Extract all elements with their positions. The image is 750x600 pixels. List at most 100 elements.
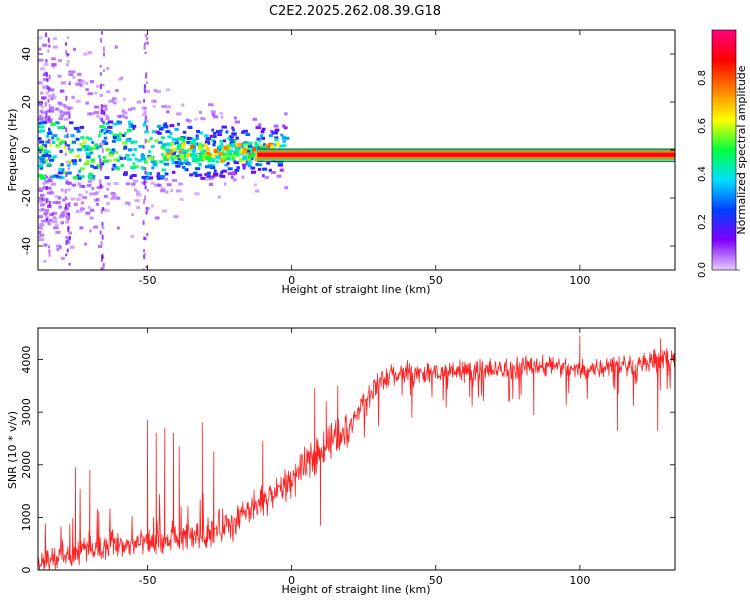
- spectrogram-cell: [40, 105, 45, 109]
- spectrogram-cell: [156, 172, 161, 176]
- spectrogram-cell: [182, 165, 186, 169]
- spectrogram-cell: [247, 154, 252, 159]
- spectrogram-streak: [45, 176, 48, 179]
- spectrogram-cell: [43, 212, 49, 216]
- spectrogram-cell: [180, 144, 185, 149]
- spectrogram-cell: [38, 81, 43, 85]
- spectrogram-streak: [44, 174, 47, 177]
- spectrogram-cell: [169, 132, 173, 136]
- spectrogram-cell: [46, 204, 52, 208]
- spectrogram-cell: [266, 161, 271, 165]
- spectrogram-cell: [124, 131, 127, 135]
- spectrogram-cell: [87, 112, 92, 116]
- spectrogram-cell: [85, 211, 91, 215]
- spectrogram-cell: [200, 176, 206, 180]
- spectrogram-cell: [215, 130, 220, 134]
- spectrogram-cell: [165, 105, 171, 109]
- spectrogram-cell: [96, 114, 100, 118]
- snr-panel: -50 0 50 100 0 1000 2000 3000 4000 Height of st…: [6, 327, 676, 596]
- spectrogram-cell: [259, 143, 263, 147]
- spectrogram-cell: [153, 183, 159, 187]
- spectrogram-cell: [170, 142, 175, 147]
- spectrogram-cell: [89, 112, 95, 116]
- spectrogram-streak: [101, 255, 104, 259]
- spectrogram-cell: [85, 136, 89, 140]
- spectrogram-cell: [106, 182, 112, 186]
- spectrogram-cell: [103, 136, 108, 140]
- spectrogram-streak: [102, 120, 105, 124]
- spectrogram-streak: [102, 207, 105, 210]
- spectrogram-streak: [99, 165, 102, 171]
- spectrogram-cell: [80, 136, 85, 140]
- spectrogram-cell: [58, 205, 62, 209]
- spectrogram-cell: [41, 121, 46, 125]
- spectrogram-cell: [63, 146, 67, 150]
- spectrogram-cell: [278, 160, 284, 164]
- spectrogram-cell: [51, 64, 56, 68]
- spectrogram-streak: [44, 214, 47, 217]
- spectrogram-cell: [83, 52, 88, 56]
- spectrogram-cell: [112, 136, 118, 140]
- spectrogram-cell: [183, 157, 188, 162]
- spectrogram-cell: [49, 106, 55, 110]
- spectrogram-cell: [203, 143, 208, 148]
- spectrogram-cell: [42, 14, 46, 17]
- spectrogram-streak: [64, 188, 67, 194]
- spectrogram-streak: [101, 234, 104, 240]
- spectrogram-cell: [105, 208, 110, 212]
- spectrogram-cell: [76, 174, 80, 178]
- spectrogram-cell: [271, 143, 277, 147]
- spectrogram-cell: [81, 145, 85, 149]
- spectrogram-cell: [202, 149, 207, 154]
- spectrogram-cell: [186, 152, 191, 157]
- spectrogram-cell: [212, 115, 219, 119]
- spectrogram-cell: [177, 162, 184, 166]
- spectrogram-cell: [43, 62, 49, 66]
- spectrogram-cell: [51, 211, 58, 215]
- spectrogram-streak: [146, 41, 149, 45]
- spectrogram-cell: [77, 72, 82, 76]
- spectrogram-cell: [170, 188, 174, 192]
- spectrogram-cell: [271, 131, 276, 135]
- spectrogram-streak: [99, 72, 102, 76]
- spectrogram-cell: [206, 174, 211, 178]
- spectrogram-streak: [48, 109, 51, 113]
- spectrogram-cell: [47, 127, 51, 131]
- spectrogram-cell: [258, 139, 262, 143]
- spectrogram-streak: [44, 101, 47, 107]
- spectrogram-cell: [215, 160, 219, 164]
- spectrogram-cell: [55, 201, 61, 205]
- spectrogram-cell: [175, 164, 181, 168]
- spectrogram-cell: [65, 179, 69, 183]
- spectrogram-cell: [42, 116, 48, 120]
- spectrogram-cell: [227, 167, 233, 171]
- spectrogram-cell: [49, 88, 55, 92]
- snr-x-tick-label: 0: [288, 574, 295, 587]
- spectrogram-cell: [38, 200, 43, 204]
- spectrogram-cell: [127, 108, 132, 112]
- spectrogram-x-tick-label: 100: [569, 274, 590, 287]
- spectrogram-cell: [226, 144, 231, 148]
- spectrogram-streak: [144, 117, 147, 121]
- spectrogram-cell: [172, 154, 177, 159]
- spectrogram-cell: [132, 126, 136, 130]
- spectrogram-cell: [199, 110, 203, 114]
- spectrogram-cell: [39, 0, 44, 3]
- spectrogram-streak: [102, 267, 105, 270]
- spectrogram-cell: [115, 151, 119, 155]
- spectrogram-y-tick-label: -40: [20, 237, 33, 255]
- spectrogram-streak: [67, 167, 70, 171]
- spectrogram-cell: [85, 159, 90, 163]
- spectrogram-cell: [233, 161, 240, 165]
- spectrogram-cell: [200, 117, 206, 121]
- spectrogram-streak: [142, 268, 145, 270]
- spectrogram-streak: [45, 185, 48, 191]
- spectrogram-cell: [133, 188, 138, 192]
- spectrogram-cell: [102, 104, 108, 108]
- spectrogram-cell: [232, 171, 236, 175]
- spectrogram-cell: [143, 120, 147, 124]
- spectrogram-cell: [118, 132, 122, 136]
- spectrogram-cell: [160, 187, 166, 191]
- spectrogram-cell: [176, 146, 181, 151]
- spectrogram-cell: [106, 187, 110, 191]
